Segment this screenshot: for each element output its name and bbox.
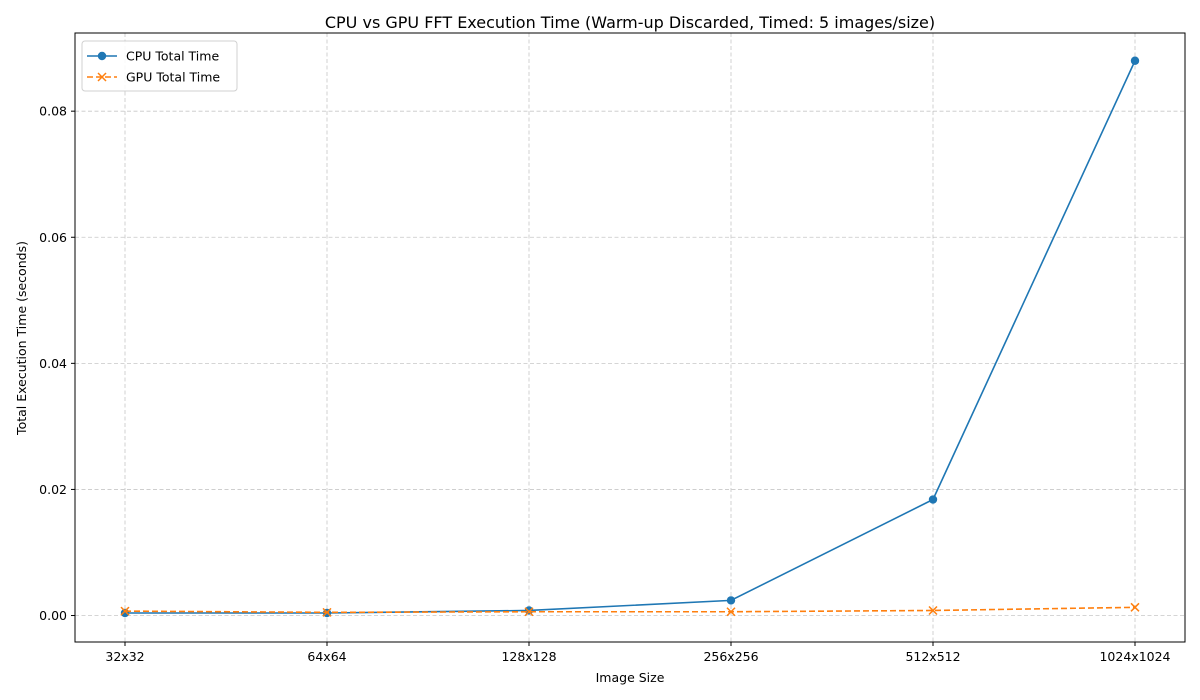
plot-area-frame: [74, 32, 1186, 643]
legend-marker-1: [97, 72, 107, 82]
y-tick-label: 0.00: [39, 608, 67, 623]
data-point-0: [928, 495, 938, 504]
x-marker-stroke: [322, 607, 332, 617]
y-tick-label: 0.02: [39, 482, 67, 497]
data-point-0: [1130, 56, 1140, 65]
x-axis-label: Image Size: [596, 670, 665, 685]
data-point-1: [928, 605, 938, 616]
legend-marker-0: [97, 51, 107, 61]
x-tick-label: 128x128: [501, 649, 556, 664]
x-axis-ticks: 32x32 64x64 128x128 256x256 512x512 1024x1024: [105, 642, 1171, 664]
data-point-1: [1130, 602, 1140, 612]
data-point-1: [120, 606, 130, 616]
legend-label-0: CPU Total Time: [126, 49, 219, 64]
data-point-1: [726, 607, 736, 617]
y-axis-ticks: 0.00 0.02 0.04 0.06 0.08: [39, 104, 75, 623]
series-line-1: [124, 606, 1136, 614]
x-marker-stroke: [928, 605, 938, 616]
series-line-0: [125, 60, 1136, 614]
x-marker-stroke: [1130, 602, 1140, 612]
x-marker-stroke: [120, 606, 130, 616]
y-axis-label: Total Execution Time (seconds): [14, 241, 29, 436]
chart-title: CPU vs GPU FFT Execution Time (Warm-up D…: [325, 13, 935, 32]
x-tick-label: 64x64: [307, 649, 346, 664]
x-marker-stroke: [726, 607, 736, 617]
grid-lines: [75, 33, 1185, 642]
y-tick-label: 0.08: [39, 104, 67, 119]
data-point-1: [524, 607, 534, 617]
x-tick-label: 512x512: [905, 649, 960, 664]
data-point-1: [322, 607, 332, 617]
x-tick-label: 256x256: [703, 649, 758, 664]
series-layer: [120, 56, 1140, 618]
legend: CPU Total Time GPU Total Time: [81, 40, 238, 92]
x-tick-label: 32x32: [105, 649, 144, 664]
legend-label-1: GPU Total Time: [126, 70, 220, 85]
y-tick-label: 0.04: [39, 356, 67, 371]
legend-box: [81, 40, 238, 92]
x-marker-stroke: [97, 72, 107, 82]
x-tick-label: 1024x1024: [1099, 649, 1170, 664]
y-tick-label: 0.06: [39, 230, 67, 245]
data-point-0: [524, 606, 534, 615]
data-point-0: [726, 596, 736, 605]
x-marker-stroke: [524, 607, 534, 617]
